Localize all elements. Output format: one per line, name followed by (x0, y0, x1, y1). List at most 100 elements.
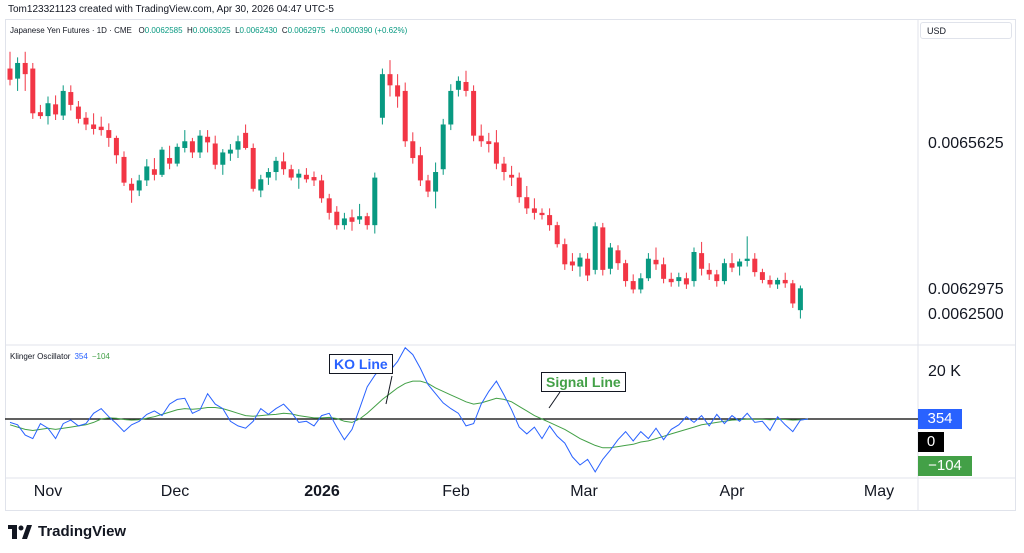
time-axis-label-feb: Feb (442, 483, 470, 500)
candle-body (729, 263, 735, 268)
chart-frame (5, 19, 1016, 511)
candle-body (782, 279, 788, 284)
candle-body (37, 112, 43, 117)
candle-body (539, 212, 545, 216)
candle-body (615, 250, 621, 264)
candle-body (547, 215, 553, 226)
candle-body (22, 62, 28, 75)
candle-body (303, 174, 309, 180)
candle-body (645, 258, 651, 279)
candle-body (486, 141, 492, 145)
ko-legend-value: 354 (74, 352, 88, 361)
candle-body (524, 197, 530, 209)
candle-body (243, 132, 249, 148)
time-axis-label-mar: Mar (570, 483, 598, 500)
candle-body (151, 169, 157, 175)
candle-body (220, 152, 226, 165)
candle-body (197, 135, 203, 153)
candle-body (258, 179, 264, 191)
candle-body (364, 216, 370, 226)
candle-body (463, 81, 469, 91)
candle-body (653, 259, 659, 265)
candle-body (600, 227, 606, 270)
candle-body (737, 261, 743, 267)
candle-body (630, 281, 636, 290)
candle-body (387, 74, 393, 86)
ohlc-legend: Japanese Yen Futures · 1D · CME O0.00625… (10, 26, 408, 35)
candle-body (797, 288, 803, 311)
candle-body (569, 261, 575, 266)
candle-body (471, 90, 477, 136)
ko-line-callout: KO Line (329, 354, 393, 374)
candle-body (15, 62, 21, 79)
candle-body (75, 106, 81, 119)
candle-body (326, 198, 332, 213)
candle-body (273, 160, 279, 173)
candle-body (775, 279, 781, 285)
watermark-header: Tom123321123 created with TradingView.co… (8, 4, 334, 15)
high-value: 0.0063025 (192, 26, 231, 35)
candle-body (7, 68, 13, 80)
time-axis-label-2026: 2026 (304, 483, 340, 500)
signal-value-tag: −104 (918, 456, 972, 476)
time-axis-label-dec: Dec (160, 483, 190, 500)
candle-body (623, 263, 629, 282)
low-value: 0.0062430 (239, 26, 278, 35)
candle-body (121, 156, 127, 183)
candle-body (562, 244, 568, 265)
candle-body (288, 169, 294, 178)
oscillator-axis-label: 20 K (928, 363, 961, 380)
ko-callout-pointer (385, 375, 393, 405)
candle-body (235, 141, 241, 150)
tradingview-logo[interactable]: TradingView (8, 523, 126, 540)
candle-body (144, 166, 150, 181)
signal-line-callout: Signal Line (541, 372, 626, 392)
time-axis-label-may: May (863, 483, 895, 500)
candle-body (68, 92, 74, 105)
candle-body (174, 146, 180, 164)
candle-body (516, 177, 522, 198)
symbol-description: Japanese Yen Futures · 1D · CME (10, 26, 132, 35)
change-value: +0.0000390 (+0.62%) (329, 26, 408, 35)
candle-body (91, 124, 97, 129)
candle-body (790, 283, 796, 304)
price-axis-label-1: 0.0065625 (928, 135, 1004, 152)
candle-body (759, 272, 765, 280)
candle-body (410, 141, 416, 159)
ko-line (9, 346, 809, 473)
signal-line (9, 380, 809, 449)
candle-body (372, 177, 378, 226)
candle-body (577, 257, 583, 267)
candle-body (334, 211, 340, 226)
price-axis-label-3: 0.0062500 (928, 306, 1004, 323)
candle-body (212, 143, 218, 165)
candle-body (714, 274, 720, 282)
candle-body (136, 180, 142, 191)
candle-body (509, 174, 515, 178)
candle-body (433, 172, 439, 192)
candle-body (592, 226, 598, 270)
candle-body (341, 218, 347, 226)
candle-body (379, 74, 385, 118)
currency-selector[interactable]: USD (920, 22, 1012, 39)
zero-value-tag: 0 (918, 432, 944, 452)
candle-body (501, 163, 507, 173)
candle-body (531, 208, 537, 213)
candle-body (281, 161, 287, 170)
candle-body (721, 263, 727, 282)
signal-callout-pointer (548, 391, 561, 409)
candle-body (227, 149, 233, 154)
candle-body (448, 90, 454, 125)
candle-body (455, 80, 461, 90)
candle-body (767, 279, 773, 285)
candle-body (159, 149, 165, 175)
candle-body (661, 264, 667, 279)
tradingview-icon (8, 524, 32, 539)
candle-body (319, 180, 325, 199)
candle-body (493, 142, 499, 164)
price-axis-label-2: 0.0062975 (928, 281, 1004, 298)
candle-body (706, 269, 712, 275)
candle-body (668, 278, 674, 283)
candle-body (417, 155, 423, 181)
